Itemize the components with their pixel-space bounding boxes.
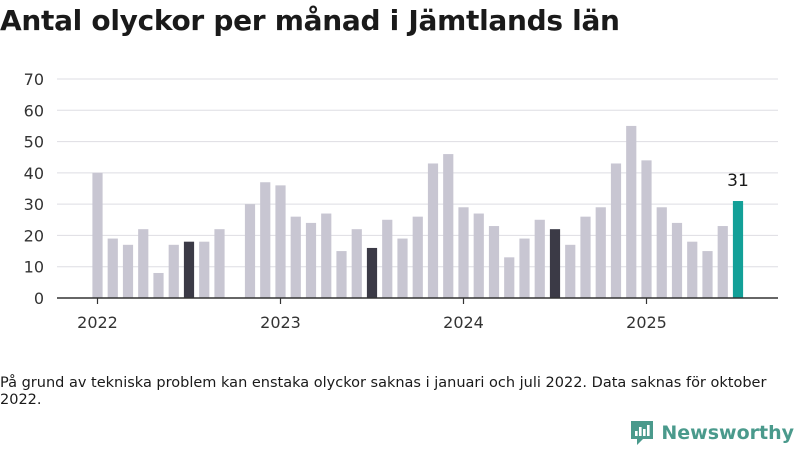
bar (351, 229, 362, 298)
x-tick-label: 2025 (626, 313, 667, 332)
bar (168, 244, 179, 298)
bar (138, 229, 149, 298)
annotations: 31 (727, 171, 749, 191)
bar (199, 241, 210, 298)
bar (641, 160, 652, 298)
bar (671, 222, 683, 298)
bar (549, 229, 561, 298)
bar (534, 219, 545, 298)
bar (656, 207, 667, 298)
grid-lines (57, 78, 778, 268)
bar (305, 222, 317, 298)
x-tick-label: 2022 (77, 313, 118, 332)
y-tick-label: 50 (24, 133, 44, 152)
bar (732, 201, 744, 298)
bar (595, 207, 606, 298)
bar (610, 163, 622, 298)
y-axis: 0 10 20 30 40 50 60 70 (24, 70, 44, 308)
bar (336, 251, 347, 298)
footnote: På grund av tekniska problem kan enstaka… (0, 375, 767, 408)
chart-title: Antal olyckor per månad i Jämtlands län (0, 4, 620, 37)
bar (458, 207, 469, 298)
bar (275, 185, 286, 298)
x-tick-label: 2023 (260, 313, 301, 332)
y-tick-label: 0 (34, 289, 44, 308)
bar (183, 241, 195, 298)
bar (702, 251, 713, 298)
bar-chart-logo-icon (631, 421, 654, 445)
bar (717, 226, 728, 298)
bar (321, 213, 332, 298)
bar (687, 241, 698, 298)
bars (92, 125, 744, 298)
brand-name: Newsworthy (661, 422, 794, 444)
latest-value-label: 31 (727, 171, 749, 191)
bar (107, 238, 118, 298)
x-tick-label: 2024 (443, 313, 484, 332)
bar-chart: 0 10 20 30 40 50 60 70 2022 2023 2024 2025 31 (24, 70, 778, 332)
y-tick-label: 10 (24, 258, 44, 277)
bar (366, 247, 378, 298)
bar (626, 125, 637, 298)
bar (443, 154, 454, 298)
bar (473, 213, 484, 298)
bar (260, 182, 271, 298)
bar (412, 216, 423, 298)
bar (519, 238, 530, 298)
bar (290, 216, 301, 298)
bar (397, 238, 408, 298)
y-tick-label: 30 (24, 195, 44, 214)
bar (244, 204, 256, 298)
x-axis: 2022 2023 2024 2025 (57, 297, 778, 332)
y-tick-label: 20 (24, 226, 44, 245)
bar (504, 257, 515, 298)
bar (92, 172, 103, 298)
y-tick-label: 60 (24, 101, 44, 120)
brand-logo: Newsworthy (629, 419, 794, 447)
bar (214, 229, 225, 298)
bar (382, 219, 393, 298)
bar (488, 226, 500, 298)
bar (153, 272, 164, 298)
y-tick-label: 70 (24, 70, 44, 89)
bar (565, 244, 576, 298)
bar (427, 163, 439, 298)
y-tick-label: 40 (24, 164, 44, 183)
bar (122, 244, 134, 298)
bar (580, 216, 591, 298)
